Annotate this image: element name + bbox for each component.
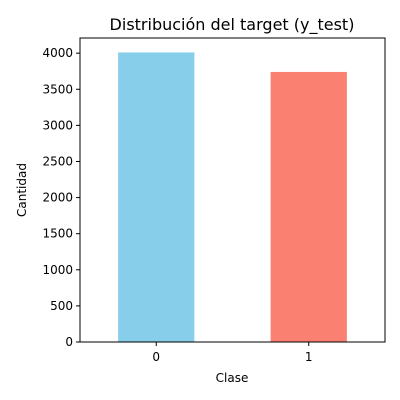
bar-0 (118, 52, 195, 343)
bars (118, 52, 347, 343)
y-axis-ticks: 0 500 1000 1500 2000 2500 3000 3500 4000 (42, 46, 80, 349)
y-tick-label: 3500 (42, 82, 73, 96)
plot-frame (79, 37, 386, 343)
y-tick-label: 2000 (42, 191, 73, 205)
y-tick-label: 1500 (42, 227, 73, 241)
y-axis-label: Cantidad (15, 163, 29, 217)
y-tick-label: 4000 (42, 46, 73, 60)
chart-title: Distribución del target (y_test) (110, 15, 355, 35)
y-tick-label: 1000 (42, 263, 73, 277)
bar-1 (270, 71, 347, 343)
y-tick-label: 0 (65, 335, 73, 349)
y-tick-label: 3000 (42, 118, 73, 132)
y-tick-label: 500 (50, 299, 73, 313)
y-tick-label: 2500 (42, 154, 73, 168)
x-tick-label: 0 (152, 350, 160, 364)
x-axis-label: Clase (216, 371, 249, 385)
x-tick-label: 1 (305, 350, 313, 364)
